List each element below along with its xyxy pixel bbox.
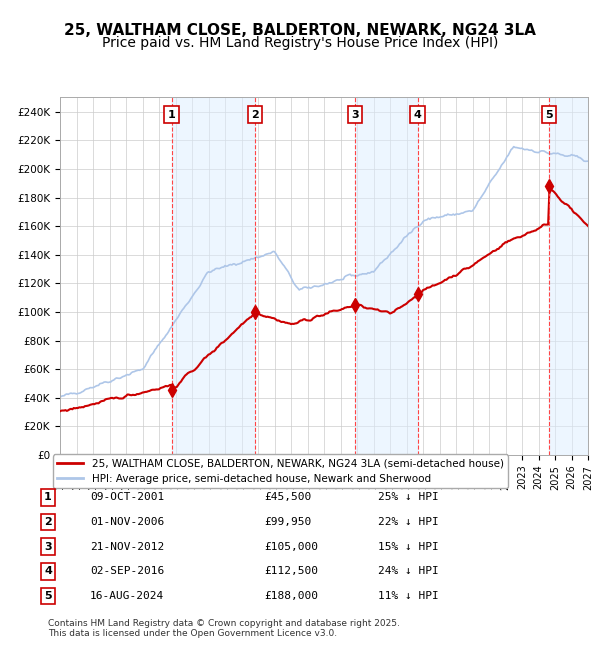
Text: 25% ↓ HPI: 25% ↓ HPI xyxy=(378,492,439,502)
Text: 5: 5 xyxy=(545,110,553,120)
Text: £105,000: £105,000 xyxy=(264,541,318,552)
Text: 2: 2 xyxy=(44,517,52,527)
Legend: 25, WALTHAM CLOSE, BALDERTON, NEWARK, NG24 3LA (semi-detached house), HPI: Avera: 25, WALTHAM CLOSE, BALDERTON, NEWARK, NG… xyxy=(53,454,508,488)
Text: 21-NOV-2012: 21-NOV-2012 xyxy=(90,541,164,552)
Text: 1: 1 xyxy=(44,492,52,502)
Text: 4: 4 xyxy=(413,110,421,120)
Text: Contains HM Land Registry data © Crown copyright and database right 2025.
This d: Contains HM Land Registry data © Crown c… xyxy=(48,619,400,638)
Text: 11% ↓ HPI: 11% ↓ HPI xyxy=(378,591,439,601)
Bar xyxy=(549,98,588,455)
Text: 25, WALTHAM CLOSE, BALDERTON, NEWARK, NG24 3LA: 25, WALTHAM CLOSE, BALDERTON, NEWARK, NG… xyxy=(64,23,536,38)
Text: 3: 3 xyxy=(352,110,359,120)
Text: £99,950: £99,950 xyxy=(264,517,311,527)
Text: 5: 5 xyxy=(44,591,52,601)
Text: 16-AUG-2024: 16-AUG-2024 xyxy=(90,591,164,601)
Text: £188,000: £188,000 xyxy=(264,591,318,601)
Bar xyxy=(355,98,418,455)
Text: 24% ↓ HPI: 24% ↓ HPI xyxy=(378,566,439,577)
Text: 22% ↓ HPI: 22% ↓ HPI xyxy=(378,517,439,527)
Text: 01-NOV-2006: 01-NOV-2006 xyxy=(90,517,164,527)
Text: Price paid vs. HM Land Registry's House Price Index (HPI): Price paid vs. HM Land Registry's House … xyxy=(102,36,498,50)
Text: 15% ↓ HPI: 15% ↓ HPI xyxy=(378,541,439,552)
Bar xyxy=(172,98,255,455)
Text: £45,500: £45,500 xyxy=(264,492,311,502)
Text: 1: 1 xyxy=(168,110,176,120)
Text: 02-SEP-2016: 02-SEP-2016 xyxy=(90,566,164,577)
Text: 09-OCT-2001: 09-OCT-2001 xyxy=(90,492,164,502)
Text: 2: 2 xyxy=(251,110,259,120)
Text: 3: 3 xyxy=(44,541,52,552)
Text: £112,500: £112,500 xyxy=(264,566,318,577)
Text: 4: 4 xyxy=(44,566,52,577)
